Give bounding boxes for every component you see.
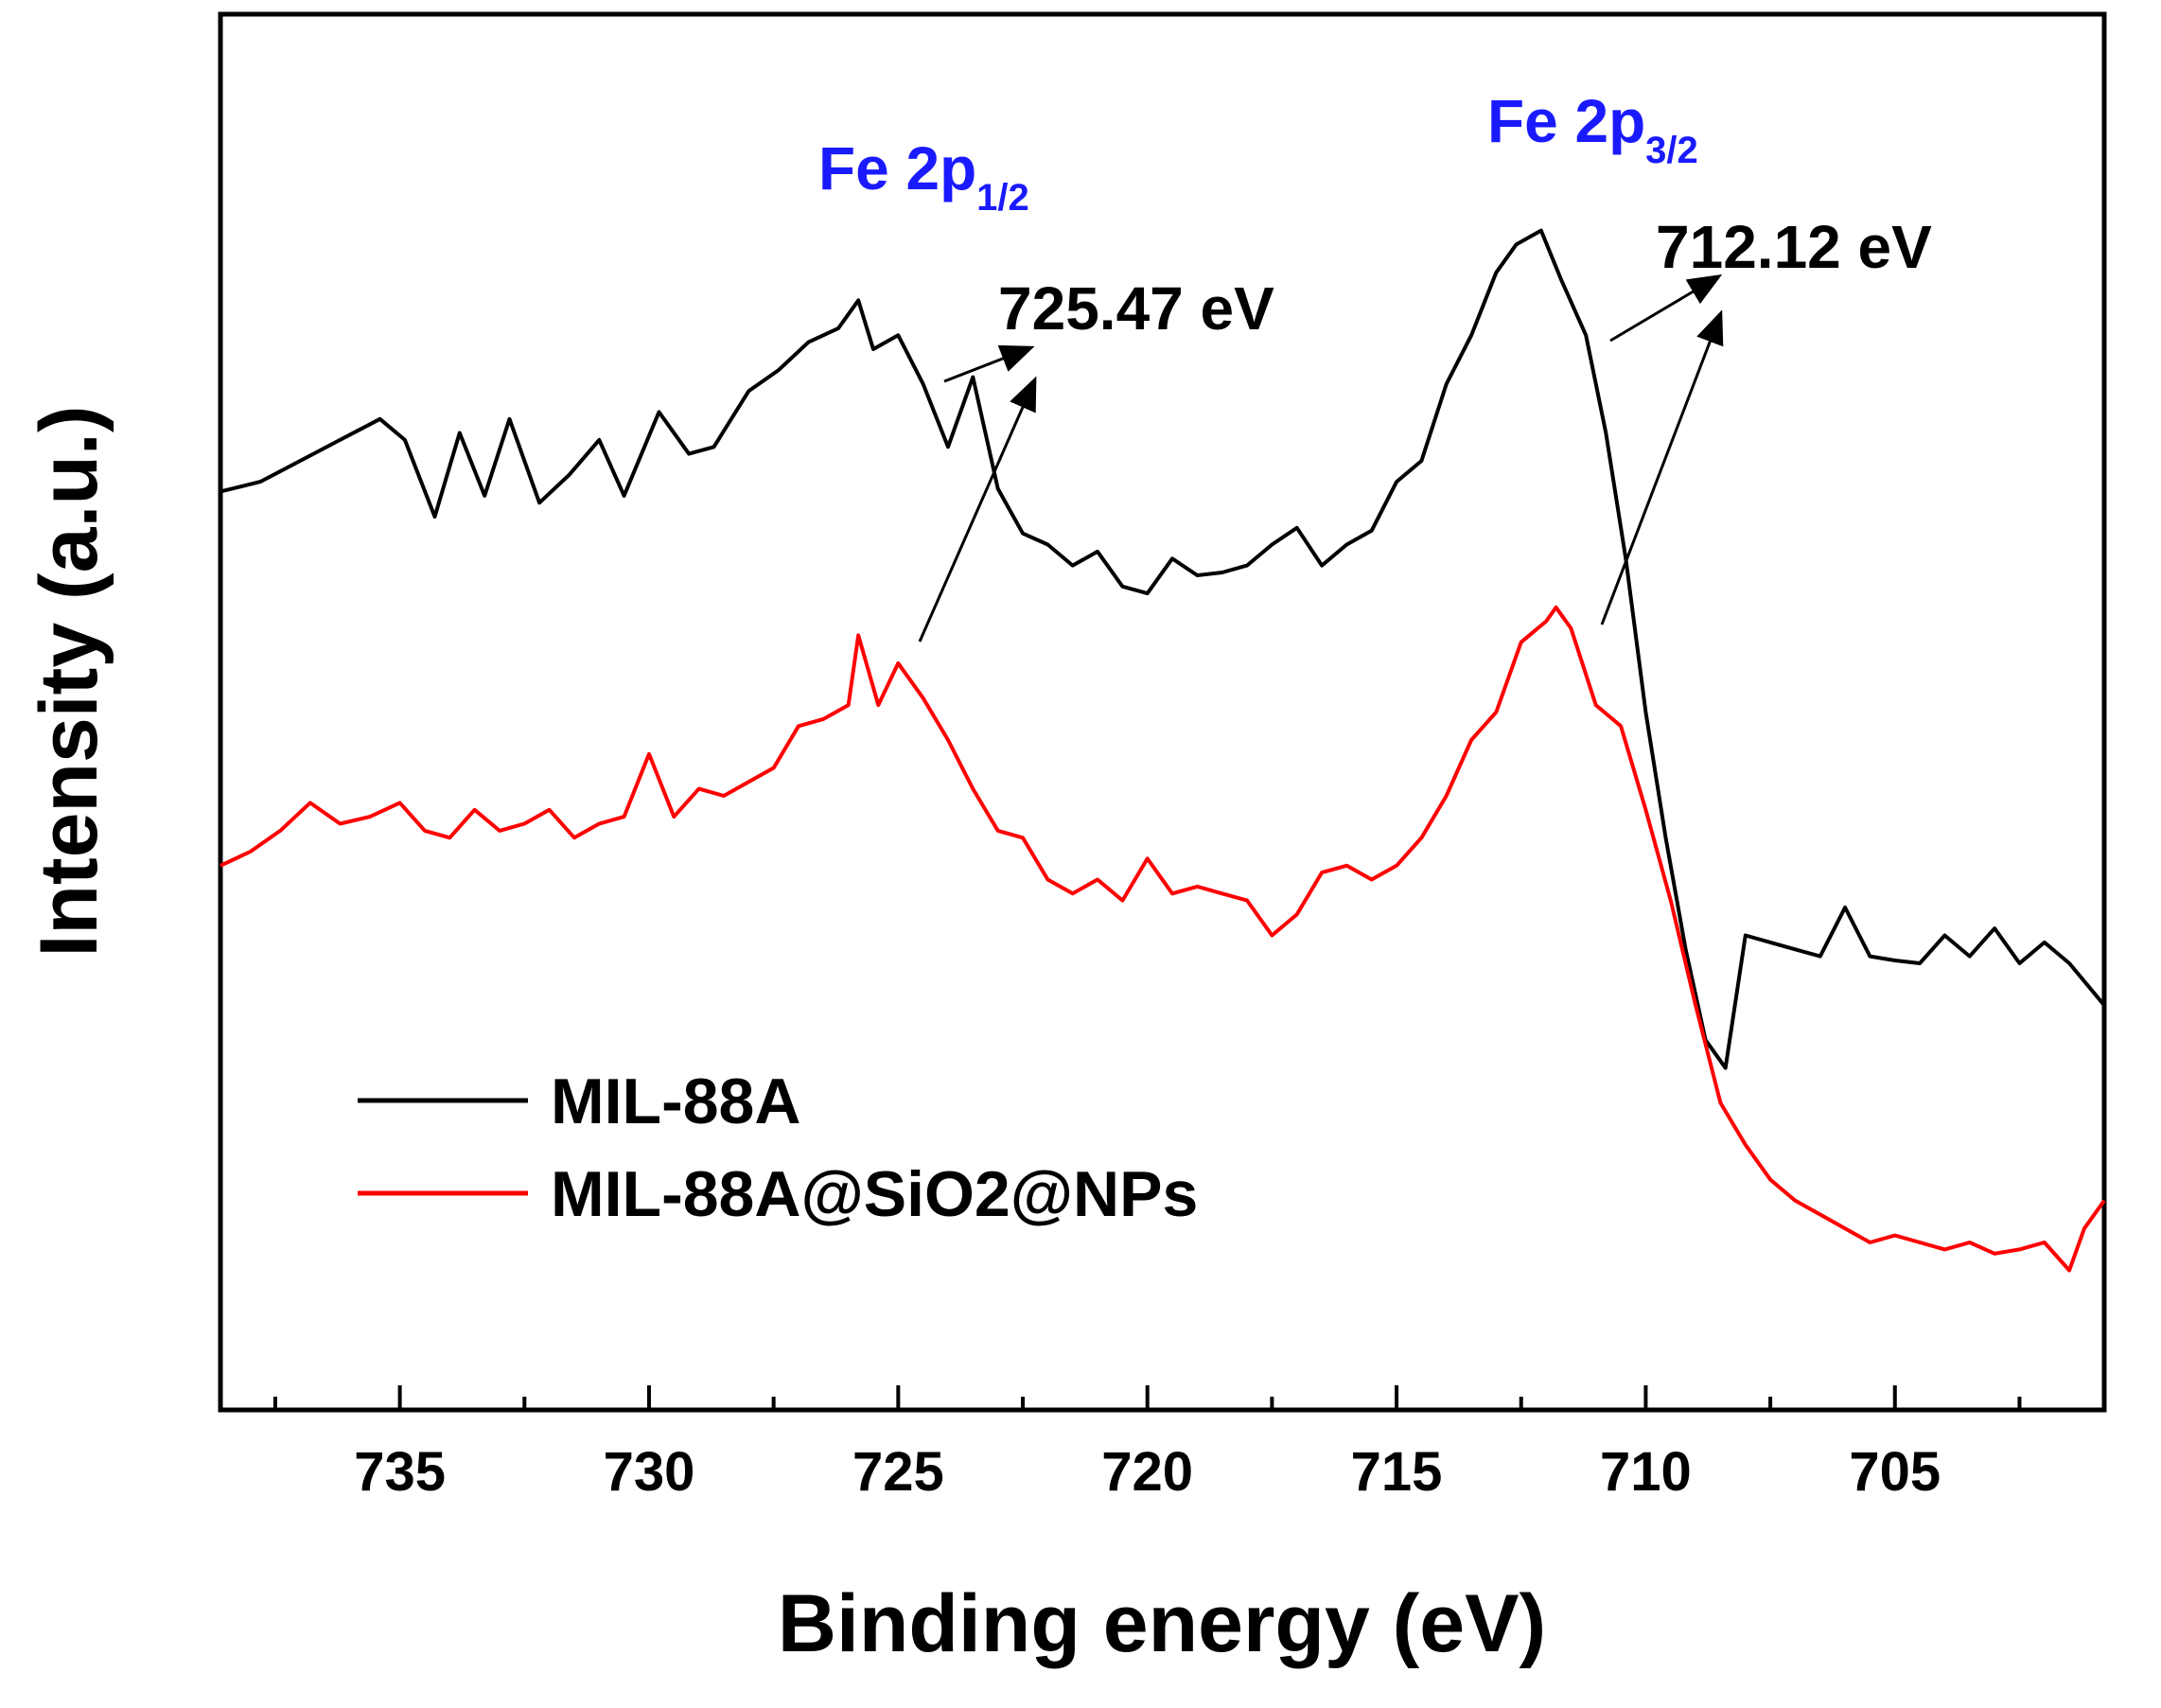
annotation-725-47: 725.47 eV [998,274,1274,343]
annotation-712-12: 712.12 eV [1656,213,1932,281]
x-tick-label: 725 [852,1441,944,1503]
arrow-725-red [918,376,1037,643]
legend-label-mil88a: MIL-88A [551,1065,800,1137]
legend-label-composite: MIL-88A@SiO2@NPs [551,1158,1198,1230]
peak-label-fe2p32-sub: 3/2 [1645,130,1698,171]
arrow-712-red [1600,309,1724,625]
peak-label-fe2p32: Fe 2p3/2 [1487,87,1698,171]
plot-frame [218,11,2107,1413]
peak-label-fe2p32-main: Fe 2p [1487,87,1645,155]
peak-label-fe2p12-sub: 1/2 [976,177,1029,219]
x-tick-label: 720 [1101,1441,1193,1503]
x-tick-label: 705 [1849,1441,1941,1503]
arrow-725-black [943,344,1035,383]
series-layer [220,228,2106,1273]
peak-label-fe2p12-main: Fe 2p [818,134,976,202]
x-tick-label: 710 [1600,1441,1692,1503]
peak-label-fe2p12: Fe 2p1/2 [818,134,1029,219]
x-tick-label: 730 [604,1441,695,1503]
annotation-layer [918,273,1724,643]
x-tick-label: 735 [354,1441,446,1503]
y-axis-title: Intensity (a.u.) [24,406,114,958]
legend: MIL-88A MIL-88A@SiO2@NPs [358,1065,1198,1230]
arrow-712-black [1609,273,1723,343]
x-axis-title: Binding energy (eV) [778,1578,1546,1669]
series-line-composite [220,605,2106,1273]
x-axis-ticks: 735 730 725 720 715 710 705 [272,1385,2022,1503]
series-line-mil88a [220,228,2106,1070]
x-tick-label: 715 [1351,1441,1443,1503]
